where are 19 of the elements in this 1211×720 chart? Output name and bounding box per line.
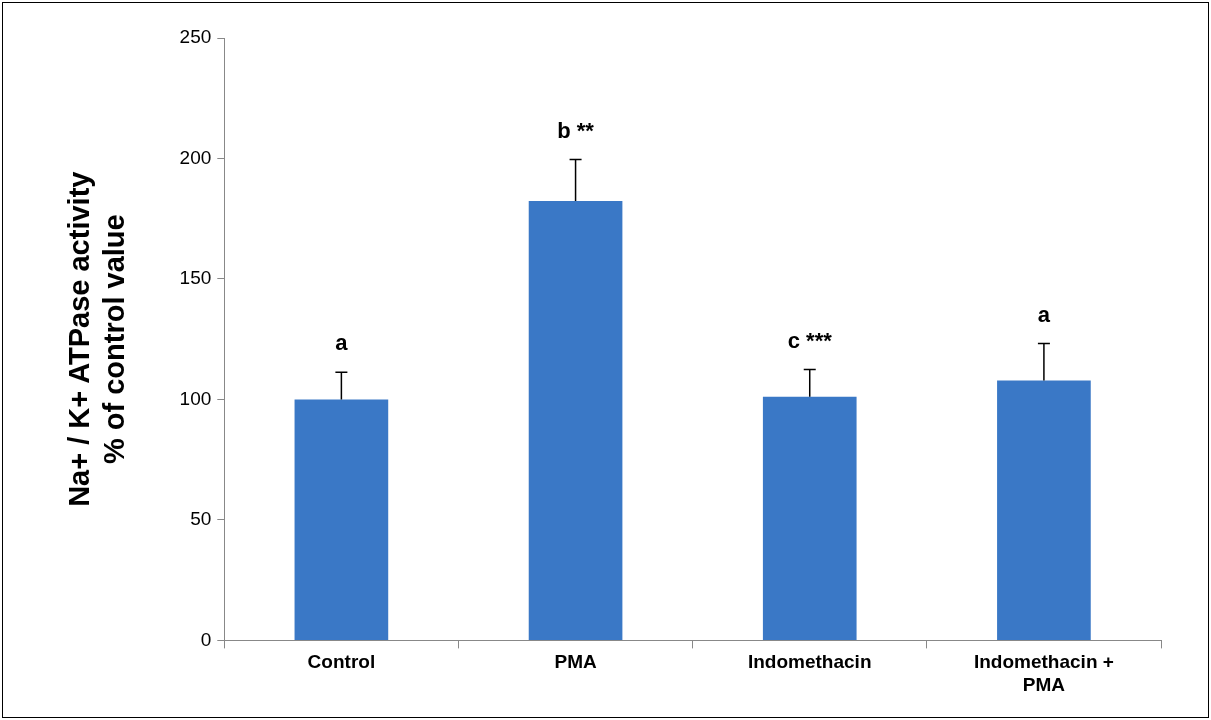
x-tick-label: Indomethacin (747, 651, 872, 673)
y-tick-label: 250 (179, 26, 212, 48)
annotation: a (1037, 301, 1051, 327)
annotation: c *** (787, 327, 833, 353)
x-tick-label: PMA (554, 651, 597, 673)
x-tick-label: Indomethacin + PMA (973, 651, 1114, 695)
y-tick-label: 200 (179, 146, 212, 168)
y-tick-label: 0 (200, 628, 212, 650)
x-tick-label: Control (307, 651, 376, 673)
annotation: b ** (557, 117, 595, 143)
annotation: a (335, 330, 349, 356)
y-tick-label: 150 (179, 267, 212, 289)
bar (762, 396, 857, 640)
y-axis-title: Na+ / K+ ATPase activity % of control value (63, 171, 131, 507)
bar (294, 399, 389, 640)
bar (997, 380, 1091, 640)
y-tick-label: 50 (190, 508, 212, 530)
y-tick-label: 100 (179, 387, 212, 409)
bar (528, 200, 623, 640)
